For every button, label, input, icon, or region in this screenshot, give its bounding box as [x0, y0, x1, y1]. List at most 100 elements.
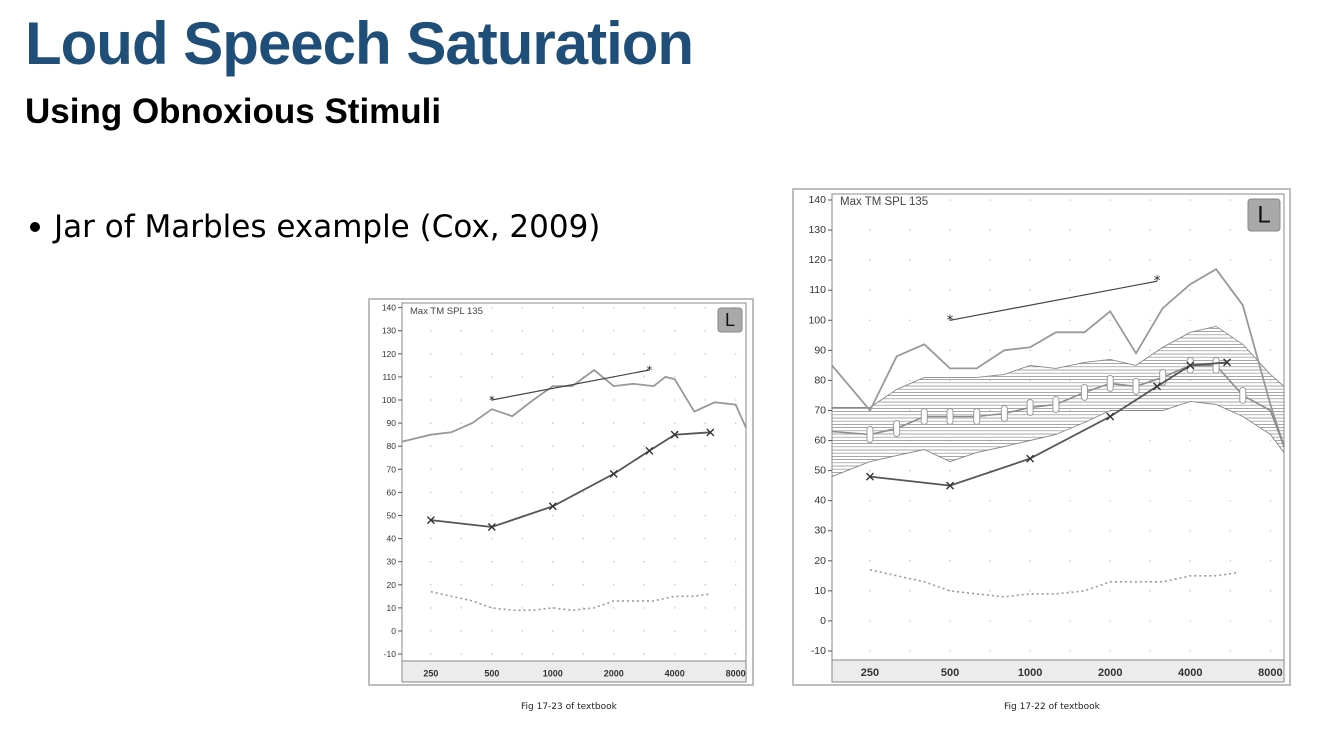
x-marker [1106, 412, 1115, 421]
y-tick-label: 0 [820, 615, 826, 627]
output-curve-line [831, 268, 1285, 447]
bullet-item: Jar of Marbles example (Cox, 2009) [30, 209, 600, 245]
grid-dot [1109, 529, 1112, 532]
grid-dot [643, 306, 646, 309]
grid-dot [1029, 620, 1031, 622]
x-marker [1153, 382, 1162, 391]
ear-badge [1247, 198, 1281, 232]
grid-dot [460, 399, 463, 401]
grid-dot [1069, 499, 1071, 502]
grid-dot [521, 306, 524, 309]
grid-dot [430, 468, 432, 471]
grid-dot [1029, 469, 1031, 472]
grid-dot [491, 630, 493, 632]
grid-dot [521, 560, 524, 563]
grid-dot [460, 445, 463, 447]
grid-dot [869, 620, 871, 622]
grid-dot [1029, 650, 1031, 652]
grid-dot [673, 468, 676, 471]
grid-dot [1149, 469, 1152, 472]
grid-dot [1069, 349, 1071, 352]
y-tick-label: 50 [387, 510, 397, 520]
chart-right-svg: * * -10 0 10 20 30 40 50 60 70 80 90 100 110 120 130 140 2… [808, 193, 1285, 683]
grid-dot [551, 653, 554, 655]
grid-dot [1069, 469, 1071, 472]
grid-dot [643, 329, 646, 332]
mid-curve-marker [1132, 377, 1140, 395]
grid-dot [1109, 259, 1112, 261]
grid-dot [1069, 439, 1071, 442]
grid-dot [643, 630, 646, 632]
grid-dot [1149, 199, 1152, 201]
y-tick-label: 140 [382, 303, 396, 313]
grid-dot [643, 468, 646, 471]
grid-dot [430, 399, 432, 401]
bullet-dot [30, 222, 40, 232]
grid-dot [551, 468, 554, 471]
x-axis-strip [401, 660, 747, 683]
grid-dot [460, 607, 463, 609]
grid-dot [869, 319, 871, 322]
grid-dot [734, 445, 737, 447]
grid-dot [1229, 259, 1232, 261]
grid-dot [1189, 379, 1192, 382]
grid-dot [1109, 439, 1112, 442]
grid-dot [491, 376, 493, 378]
grid-dot [1069, 379, 1071, 382]
x-tick-label: 250 [423, 669, 438, 679]
grid-dot [460, 537, 463, 540]
x-tick-label: 4000 [1178, 667, 1202, 679]
grid-dot [582, 399, 585, 401]
grid-dot [909, 529, 911, 532]
grid-dot [551, 491, 554, 494]
grid-dot [673, 376, 676, 378]
grid-dot [430, 422, 432, 424]
grid-dot [1149, 650, 1152, 652]
grid-dot [1029, 349, 1031, 352]
grid-dot [989, 199, 991, 201]
grid-dot [989, 499, 991, 502]
grid-dot [989, 349, 991, 352]
grid-dot [521, 630, 524, 632]
y-tick-label: 20 [387, 580, 397, 590]
grid-dot [1269, 259, 1272, 261]
grid-dot [491, 514, 493, 517]
grid-dot [1029, 590, 1031, 592]
grid-dot [551, 399, 554, 401]
x-marker [670, 430, 679, 439]
y-tick-label: 110 [382, 372, 396, 382]
grid-dot [909, 259, 911, 261]
grid-dot [1149, 349, 1152, 352]
grid-dot [1189, 499, 1192, 502]
mid-curve-marker [1080, 383, 1088, 401]
grid-dot [430, 560, 432, 563]
grid-dot [673, 399, 676, 401]
mid-curve-marker [893, 420, 901, 438]
grid-dot [1229, 229, 1232, 231]
x-marker [487, 523, 496, 532]
chart-left-svg: * * -10 0 10 20 30 40 50 60 70 80 90 100 110 120 130 140 2… [382, 302, 747, 683]
grid-dot [1229, 319, 1232, 322]
grid-dot [673, 491, 676, 494]
grid-dot [1269, 529, 1272, 532]
grid-dot [1069, 319, 1071, 322]
grid-dot [949, 349, 951, 352]
grid-dot [949, 590, 951, 592]
y-tick-label: 70 [814, 404, 826, 416]
grid-dot [491, 560, 493, 563]
grid-dot [1269, 349, 1272, 352]
grid-dot [949, 650, 951, 652]
grid-dot [734, 653, 737, 655]
grid-dot [909, 319, 911, 322]
grid-dot [582, 630, 585, 632]
output-curve-line [401, 368, 747, 443]
grid-dot [704, 468, 706, 471]
grid-dot [612, 583, 615, 586]
grid-dot [430, 630, 432, 632]
grid-dot [869, 650, 871, 652]
grid-dot [1269, 379, 1272, 382]
grid-dot [521, 491, 524, 494]
x-marker [865, 472, 874, 481]
grid-dot [734, 422, 737, 424]
grid-dot [430, 537, 432, 540]
